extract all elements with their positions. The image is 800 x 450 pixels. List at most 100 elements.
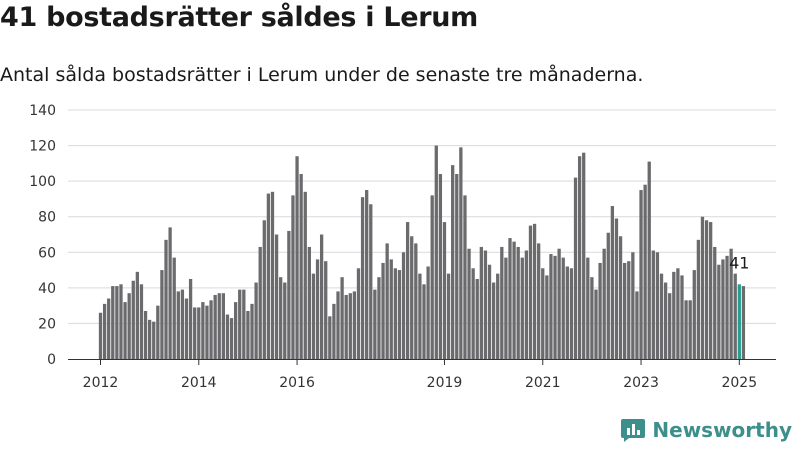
bar [381, 262, 385, 359]
bar [643, 184, 647, 359]
bar [614, 218, 619, 359]
bar [102, 303, 107, 359]
bar [545, 275, 549, 359]
bar [483, 250, 488, 359]
bar [459, 147, 463, 359]
bar [573, 177, 578, 359]
y-tick-label: 40 [38, 281, 56, 297]
bar [98, 312, 103, 359]
bar [430, 195, 434, 359]
bar [283, 282, 287, 359]
bar [541, 268, 545, 359]
bar [635, 291, 639, 359]
bar [393, 268, 397, 359]
bar [471, 268, 475, 359]
bar [168, 227, 172, 359]
latest-value-label: 41 [729, 253, 749, 272]
bar [491, 282, 496, 359]
bar [143, 310, 148, 359]
bar [713, 246, 717, 359]
bar [590, 277, 594, 359]
bar [594, 289, 598, 359]
newsworthy-logo-icon [621, 419, 646, 442]
bar [446, 273, 451, 359]
y-tick-label: 0 [47, 352, 56, 368]
x-tick-label: 2025 [721, 375, 757, 391]
bar [655, 252, 660, 359]
newsworthy-logo-text: Newsworthy [652, 418, 792, 442]
x-tick-label: 2016 [279, 375, 315, 391]
bar [631, 252, 635, 359]
bar [299, 174, 303, 359]
bars [98, 145, 746, 359]
bar [307, 246, 311, 359]
bar [229, 318, 234, 359]
bar [647, 161, 651, 359]
bar [651, 250, 655, 359]
bar [676, 268, 680, 359]
bar [582, 152, 586, 359]
bar [131, 280, 135, 359]
bar [295, 156, 299, 359]
bar [156, 305, 160, 359]
bar [201, 302, 205, 359]
y-tick-label: 60 [38, 245, 56, 261]
bar [692, 270, 696, 359]
bar [303, 191, 307, 359]
bar [225, 314, 230, 359]
bar [238, 289, 242, 359]
bar [717, 264, 721, 359]
bar [373, 289, 377, 359]
bar [721, 259, 725, 359]
bar [418, 273, 422, 359]
bar [684, 300, 688, 359]
bar [315, 259, 320, 359]
bar [221, 293, 225, 359]
bar [389, 259, 393, 359]
bar [680, 275, 684, 359]
bar [344, 294, 348, 359]
bar [336, 291, 340, 359]
bar [266, 193, 271, 359]
bar [549, 254, 553, 359]
bar [668, 293, 672, 359]
bar [209, 300, 213, 359]
bar [672, 271, 676, 359]
bar [377, 277, 381, 359]
bar [602, 248, 606, 359]
bar [360, 197, 365, 359]
bar [512, 241, 516, 359]
x-tick-label: 2012 [83, 375, 119, 391]
bar [618, 236, 623, 359]
y-axis-ticks: 0 20 40 60 80 100 120 140 [29, 103, 56, 368]
bar [279, 277, 283, 359]
page-title: 41 bostadsrätter såldes i Lerum [0, 2, 479, 33]
bar [311, 273, 316, 359]
x-tick-label: 2023 [623, 375, 659, 391]
bar [213, 294, 217, 359]
bar [524, 250, 529, 359]
bar [586, 257, 590, 359]
bar [369, 204, 373, 359]
bar [352, 291, 357, 359]
bar [246, 310, 250, 359]
bar [709, 222, 713, 359]
bar [139, 284, 144, 359]
bar [233, 302, 238, 359]
bar [438, 174, 443, 359]
bar [180, 289, 185, 359]
bar [623, 262, 627, 359]
bar [111, 286, 115, 359]
bar [152, 321, 156, 359]
bar [405, 222, 410, 359]
bar [553, 255, 557, 359]
y-tick-label: 120 [29, 139, 56, 155]
x-tick-label: 2021 [525, 375, 561, 391]
bar [414, 243, 418, 359]
bar [659, 273, 664, 359]
bar [565, 266, 569, 359]
bar [455, 174, 459, 359]
bar [475, 278, 479, 359]
bar [188, 278, 193, 359]
bar [700, 216, 705, 359]
